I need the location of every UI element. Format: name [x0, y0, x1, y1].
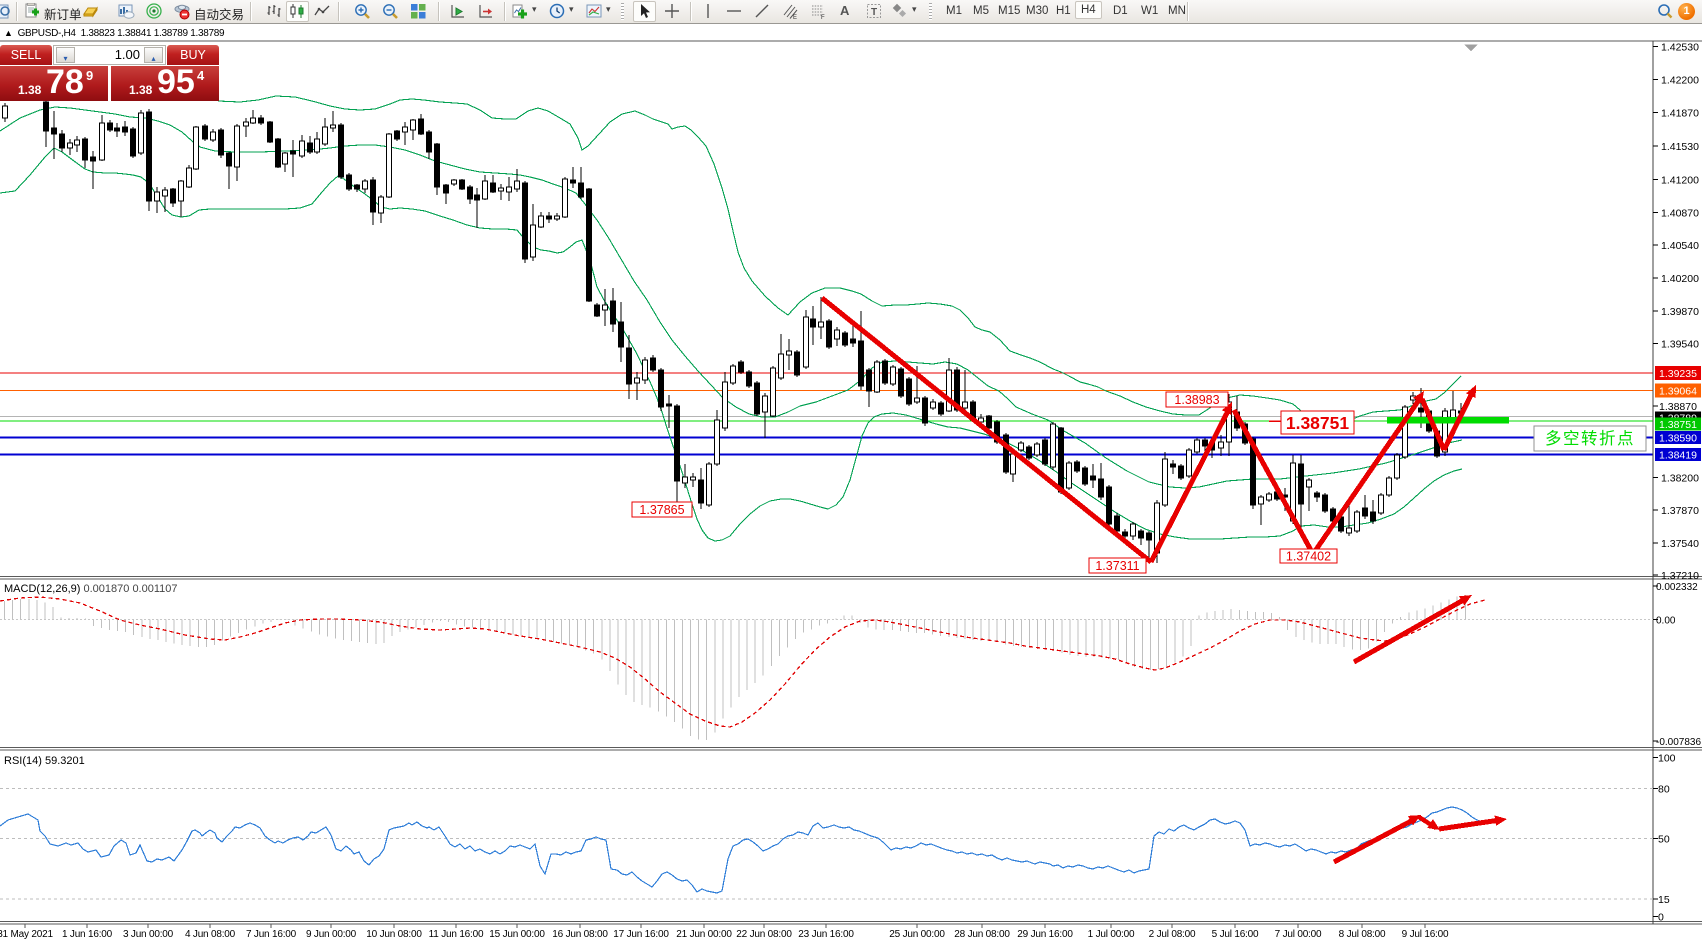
svg-text:1 Jul 00:00: 1 Jul 00:00: [1088, 929, 1135, 940]
svg-text:1.37870: 1.37870: [1661, 505, 1699, 517]
svg-text:1.40540: 1.40540: [1661, 240, 1699, 252]
svg-text:RSI(14) 59.3201: RSI(14) 59.3201: [4, 755, 85, 767]
svg-text:MACD(12,26,9) 0.001870 0.00110: MACD(12,26,9) 0.001870 0.001107: [4, 583, 178, 595]
svg-text:1.40870: 1.40870: [1661, 207, 1699, 219]
svg-text:1.39064: 1.39064: [1659, 386, 1697, 398]
svg-text:1.40200: 1.40200: [1661, 273, 1699, 285]
svg-text:8 Jul 08:00: 8 Jul 08:00: [1339, 929, 1386, 940]
svg-text:10 Jun 08:00: 10 Jun 08:00: [366, 929, 422, 940]
svg-text:1.37311: 1.37311: [1095, 559, 1139, 573]
svg-text:1.38200: 1.38200: [1661, 473, 1699, 485]
svg-text:25 Jun 00:00: 25 Jun 00:00: [889, 929, 945, 940]
svg-text:7 Jul 00:00: 7 Jul 00:00: [1275, 929, 1322, 940]
svg-text:T: T: [871, 7, 877, 18]
svg-text:1.41870: 1.41870: [1661, 108, 1699, 120]
svg-text:1.42530: 1.42530: [1661, 42, 1699, 54]
svg-text:50: 50: [1658, 834, 1670, 846]
svg-text:9 Jul 16:00: 9 Jul 16:00: [1402, 929, 1449, 940]
svg-text:11 Jun 16:00: 11 Jun 16:00: [429, 929, 484, 940]
svg-text:1.39870: 1.39870: [1661, 306, 1699, 318]
svg-text:1.38419: 1.38419: [1659, 450, 1697, 462]
svg-text:2 Jul 08:00: 2 Jul 08:00: [1149, 929, 1196, 940]
svg-text:0.002332: 0.002332: [1656, 582, 1698, 593]
svg-text:1.37865: 1.37865: [639, 503, 684, 517]
svg-text:1.38983: 1.38983: [1174, 393, 1219, 407]
svg-text:1.39235: 1.39235: [1659, 368, 1697, 380]
svg-text:23 Jun 16:00: 23 Jun 16:00: [798, 929, 854, 940]
svg-text:1.38751: 1.38751: [1286, 413, 1350, 433]
svg-text:29 Jun 16:00: 29 Jun 16:00: [1017, 929, 1073, 940]
svg-text:17 Jun 16:00: 17 Jun 16:00: [613, 929, 669, 940]
svg-text:5 Jul 16:00: 5 Jul 16:00: [1212, 929, 1259, 940]
svg-text:1.42200: 1.42200: [1661, 75, 1699, 87]
svg-text:15: 15: [1658, 894, 1670, 906]
svg-text:E: E: [793, 15, 797, 20]
svg-text:1.37210: 1.37210: [1661, 570, 1699, 582]
svg-text:21 Jun 00:00: 21 Jun 00:00: [676, 929, 732, 940]
svg-text:1.38590: 1.38590: [1659, 433, 1697, 445]
svg-text:31 May 2021: 31 May 2021: [0, 929, 53, 940]
svg-text:1.41530: 1.41530: [1661, 141, 1699, 153]
svg-text:7 Jun 16:00: 7 Jun 16:00: [246, 929, 297, 940]
svg-text:0.00: 0.00: [1656, 616, 1676, 627]
svg-text:9 Jun 00:00: 9 Jun 00:00: [306, 929, 357, 940]
svg-text:80: 80: [1658, 784, 1670, 796]
svg-text:15 Jun 00:00: 15 Jun 00:00: [489, 929, 545, 940]
svg-text:1.39540: 1.39540: [1661, 339, 1699, 351]
svg-text:100: 100: [1658, 753, 1676, 765]
svg-text:4 Jun 08:00: 4 Jun 08:00: [185, 929, 236, 940]
svg-text:28 Jun 08:00: 28 Jun 08:00: [954, 929, 1010, 940]
svg-text:F: F: [821, 15, 825, 20]
svg-text:多空转折点: 多空转折点: [1545, 429, 1635, 448]
svg-text:1.37402: 1.37402: [1286, 550, 1331, 564]
svg-text:3 Jun 00:00: 3 Jun 00:00: [123, 929, 174, 940]
svg-text:-0.007836: -0.007836: [1656, 737, 1701, 748]
svg-text:1.38870: 1.38870: [1659, 401, 1697, 413]
svg-text:1.41200: 1.41200: [1661, 175, 1699, 187]
svg-text:1.37540: 1.37540: [1661, 538, 1699, 550]
svg-text:16 Jun 08:00: 16 Jun 08:00: [552, 929, 608, 940]
svg-text:1 Jun 16:00: 1 Jun 16:00: [62, 929, 113, 940]
svg-text:22 Jun 08:00: 22 Jun 08:00: [736, 929, 792, 940]
svg-text:1.38751: 1.38751: [1659, 419, 1697, 431]
svg-text:0: 0: [1658, 912, 1664, 924]
